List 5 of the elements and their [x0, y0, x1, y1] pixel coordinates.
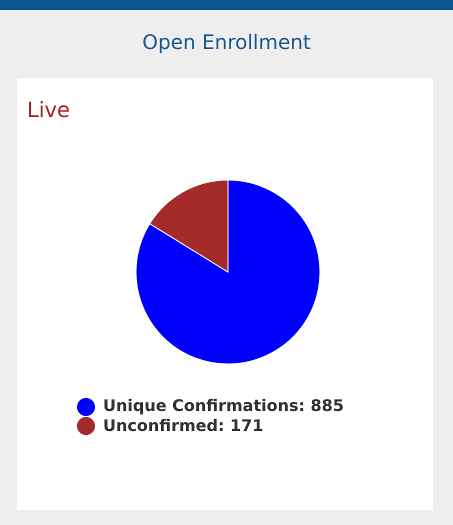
- legend-label: Unconfirmed: 171: [103, 416, 264, 435]
- chart-title: Open Enrollment: [141, 30, 312, 54]
- pie-slice: [136, 180, 320, 364]
- chart-subtitle: Live: [27, 98, 70, 122]
- legend-label: Unique Confirmations: 885: [103, 396, 344, 415]
